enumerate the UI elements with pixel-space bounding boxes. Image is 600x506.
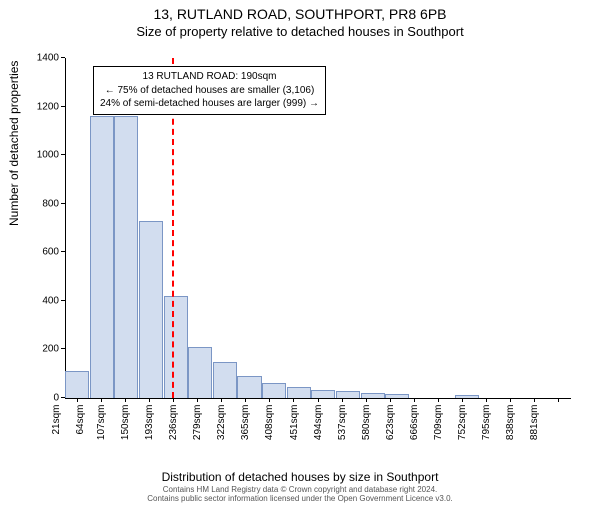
annotation-line-2: ← 75% of detached houses are smaller (3,… <box>100 84 319 98</box>
y-tick-label: 200 <box>42 344 65 355</box>
x-tick-label: 279sqm <box>191 405 204 441</box>
y-tick-label: 600 <box>42 247 65 258</box>
x-tick-mark <box>534 398 535 402</box>
histogram-bar <box>385 394 409 398</box>
histogram-bar <box>262 383 286 398</box>
attribution-line-2: Contains public sector information licen… <box>147 494 453 504</box>
histogram-bar <box>361 393 385 398</box>
histogram-bar <box>311 390 335 399</box>
y-tick-label: 1200 <box>37 101 65 112</box>
x-tick-label: 107sqm <box>94 405 107 441</box>
x-tick-mark <box>366 398 367 402</box>
x-tick-mark <box>101 398 102 402</box>
x-tick-label: 752sqm <box>455 405 468 441</box>
x-tick-label: 21sqm <box>49 405 62 435</box>
x-tick-mark <box>197 398 198 402</box>
x-tick-label: 451sqm <box>287 405 300 441</box>
histogram-bar <box>164 296 188 398</box>
x-tick-label: 193sqm <box>142 405 155 441</box>
chart-area: 0200400600800100012001400 21sqm64sqm107s… <box>65 58 570 398</box>
x-tick-label: 838sqm <box>503 405 516 441</box>
x-tick-mark <box>245 398 246 402</box>
x-tick-mark <box>173 398 174 402</box>
x-tick-mark <box>269 398 270 402</box>
histogram-bar <box>188 347 212 398</box>
chart-title-main: 13, RUTLAND ROAD, SOUTHPORT, PR8 6PB <box>0 6 600 22</box>
x-tick-mark <box>293 398 294 402</box>
x-tick-mark <box>414 398 415 402</box>
x-tick-mark <box>558 398 559 402</box>
x-tick-label: 64sqm <box>73 405 86 435</box>
x-tick-label: 322sqm <box>215 405 228 441</box>
attribution-line-1: Contains HM Land Registry data © Crown c… <box>147 485 453 495</box>
y-tick-label: 800 <box>42 198 65 209</box>
x-tick-mark <box>221 398 222 402</box>
x-tick-mark <box>438 398 439 402</box>
histogram-bar <box>237 376 261 398</box>
histogram-bar <box>336 391 360 398</box>
histogram-bar <box>287 387 311 398</box>
histogram-bar <box>213 362 237 398</box>
annotation-box: 13 RUTLAND ROAD: 190sqm ← 75% of detache… <box>93 66 326 115</box>
x-tick-label: 709sqm <box>431 405 444 441</box>
x-tick-label: 408sqm <box>263 405 276 441</box>
x-tick-label: 537sqm <box>335 405 348 441</box>
x-tick-label: 365sqm <box>239 405 252 441</box>
y-axis-label: Number of detached properties <box>7 61 21 226</box>
chart-title-sub: Size of property relative to detached ho… <box>0 24 600 39</box>
x-tick-mark <box>149 398 150 402</box>
x-tick-mark <box>77 398 78 402</box>
attribution: Contains HM Land Registry data © Crown c… <box>147 485 453 504</box>
x-tick-label: 150sqm <box>118 405 131 441</box>
x-tick-mark <box>462 398 463 402</box>
x-tick-label: 881sqm <box>527 405 540 441</box>
x-tick-label: 236sqm <box>166 405 179 441</box>
x-tick-mark <box>510 398 511 402</box>
x-tick-mark <box>486 398 487 402</box>
x-tick-label: 580sqm <box>359 405 372 441</box>
x-tick-label: 795sqm <box>479 405 492 441</box>
annotation-line-3: 24% of semi-detached houses are larger (… <box>100 97 319 111</box>
x-tick-mark <box>390 398 391 402</box>
y-tick-label: 1400 <box>37 53 65 64</box>
annotation-line-1: 13 RUTLAND ROAD: 190sqm <box>100 70 319 84</box>
y-tick-label: 1000 <box>37 150 65 161</box>
histogram-bar <box>90 116 114 398</box>
x-tick-mark <box>125 398 126 402</box>
x-tick-label: 494sqm <box>311 405 324 441</box>
x-tick-mark <box>318 398 319 402</box>
histogram-bar <box>139 221 163 398</box>
y-tick-label: 400 <box>42 295 65 306</box>
y-tick-label: 0 <box>53 393 65 404</box>
x-tick-mark <box>342 398 343 402</box>
x-tick-label: 623sqm <box>383 405 396 441</box>
histogram-bar <box>455 395 479 398</box>
x-axis-label: Distribution of detached houses by size … <box>162 470 439 484</box>
histogram-bar <box>65 371 89 398</box>
histogram-bar <box>114 116 138 398</box>
x-tick-label: 666sqm <box>407 405 420 441</box>
